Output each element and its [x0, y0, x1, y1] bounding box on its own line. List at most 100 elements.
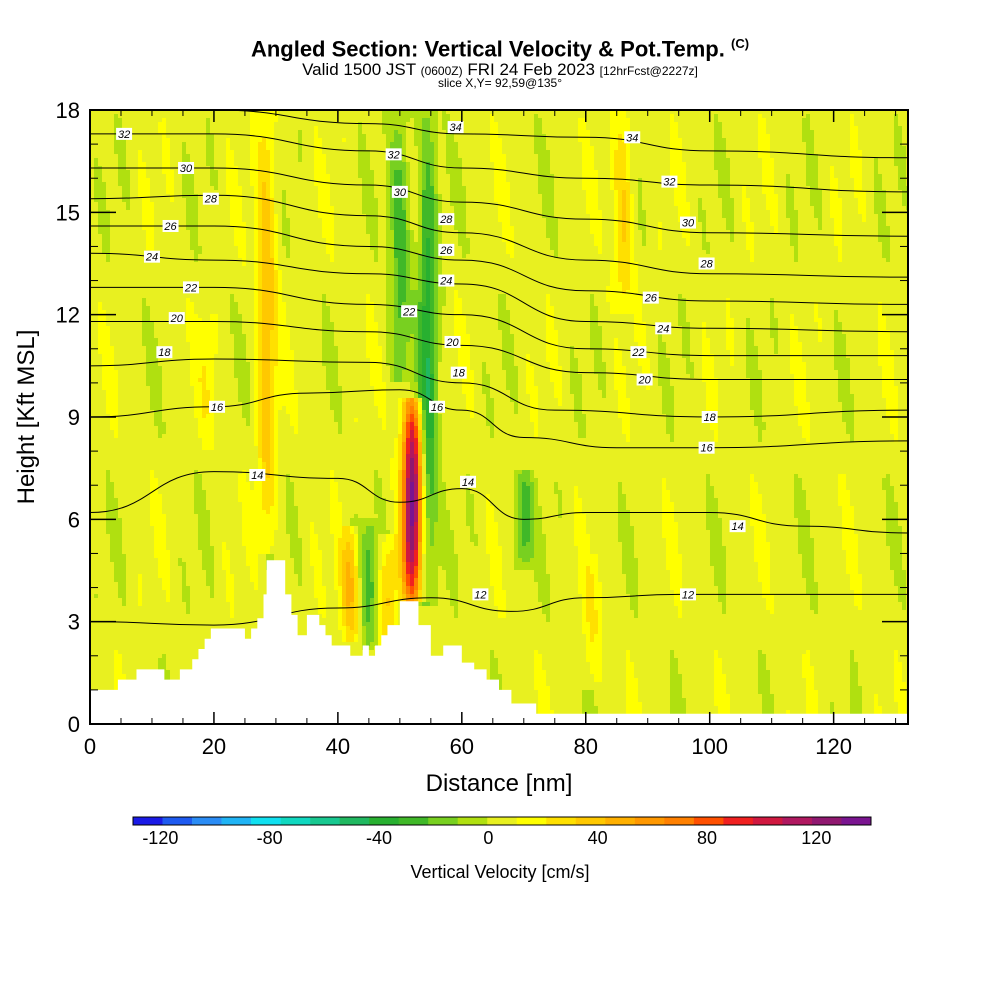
velocity-cell [174, 494, 179, 499]
velocity-cell [98, 438, 103, 443]
velocity-cell [150, 622, 155, 627]
velocity-cell [130, 534, 135, 539]
velocity-cell [186, 214, 191, 219]
velocity-cell [142, 286, 147, 291]
velocity-cell [126, 594, 131, 599]
velocity-cell [138, 414, 143, 419]
velocity-cell [90, 618, 95, 623]
velocity-cell [110, 434, 115, 439]
velocity-cell [126, 542, 131, 547]
velocity-cell [130, 114, 135, 119]
velocity-cell [130, 510, 135, 515]
velocity-cell [198, 490, 203, 495]
velocity-cell [142, 486, 147, 491]
velocity-cell [190, 222, 195, 227]
velocity-cell [178, 518, 183, 523]
velocity-cell [170, 326, 175, 331]
velocity-cell [114, 458, 119, 463]
velocity-cell [202, 342, 207, 347]
velocity-cell [142, 590, 147, 595]
velocity-cell [130, 214, 135, 219]
velocity-cell [118, 238, 123, 243]
velocity-cell [118, 474, 123, 479]
velocity-cell [194, 558, 199, 563]
velocity-cell [214, 222, 219, 227]
velocity-cell [142, 586, 147, 591]
velocity-cell [166, 158, 171, 163]
velocity-cell [214, 434, 219, 439]
velocity-cell [170, 510, 175, 515]
velocity-cell [154, 634, 159, 639]
velocity-cell [118, 366, 123, 371]
velocity-cell [182, 274, 187, 279]
velocity-cell [178, 430, 183, 435]
velocity-cell [158, 578, 163, 583]
velocity-cell [126, 154, 131, 159]
velocity-cell [206, 286, 211, 291]
velocity-cell [202, 270, 207, 275]
velocity-cell [146, 658, 151, 663]
velocity-cell [102, 110, 107, 115]
velocity-cell [170, 322, 175, 327]
velocity-cell [142, 134, 147, 139]
velocity-cell [94, 170, 99, 175]
velocity-cell [110, 394, 115, 399]
velocity-cell [126, 454, 131, 459]
velocity-cell [182, 174, 187, 179]
velocity-cell [218, 294, 223, 299]
velocity-cell [98, 302, 103, 307]
velocity-cell [154, 406, 159, 411]
velocity-cell [150, 182, 155, 187]
velocity-cell [158, 334, 163, 339]
velocity-cell [94, 622, 99, 627]
velocity-cell [210, 310, 215, 315]
velocity-cell [106, 462, 111, 467]
velocity-cell [142, 462, 147, 467]
velocity-cell [214, 334, 219, 339]
velocity-cell [102, 390, 107, 395]
velocity-cell [198, 526, 203, 531]
velocity-cell [130, 502, 135, 507]
velocity-cell [130, 426, 135, 431]
velocity-cell [90, 318, 95, 323]
velocity-cell [130, 602, 135, 607]
velocity-cell [170, 262, 175, 267]
velocity-cell [198, 330, 203, 335]
velocity-cell [138, 466, 143, 471]
velocity-cell [90, 310, 95, 315]
velocity-cell [194, 430, 199, 435]
velocity-cell [154, 554, 159, 559]
velocity-cell [206, 526, 211, 531]
velocity-cell [130, 258, 135, 263]
velocity-cell [122, 398, 127, 403]
velocity-cell [202, 214, 207, 219]
velocity-cell [110, 678, 115, 683]
velocity-cell [90, 410, 95, 415]
velocity-cell [114, 622, 119, 627]
velocity-cell [90, 658, 95, 663]
velocity-cell [142, 126, 147, 131]
velocity-cell [194, 338, 199, 343]
velocity-cell [94, 406, 99, 411]
velocity-cell [138, 530, 143, 535]
velocity-cell [138, 110, 143, 115]
velocity-cell [146, 446, 151, 451]
velocity-cell [162, 434, 167, 439]
velocity-cell [174, 350, 179, 355]
velocity-cell [214, 414, 219, 419]
velocity-cell [214, 518, 219, 523]
velocity-cell [198, 354, 203, 359]
velocity-cell [170, 302, 175, 307]
velocity-cell [182, 614, 187, 619]
velocity-cell [122, 162, 127, 167]
velocity-cell [158, 306, 163, 311]
velocity-cell [178, 566, 183, 571]
velocity-cell [202, 114, 207, 119]
velocity-cell [170, 614, 175, 619]
velocity-cell [106, 366, 111, 371]
velocity-cell [182, 530, 187, 535]
velocity-cell [122, 602, 127, 607]
velocity-cell [146, 414, 151, 419]
velocity-cell [182, 202, 187, 207]
velocity-cell [198, 182, 203, 187]
